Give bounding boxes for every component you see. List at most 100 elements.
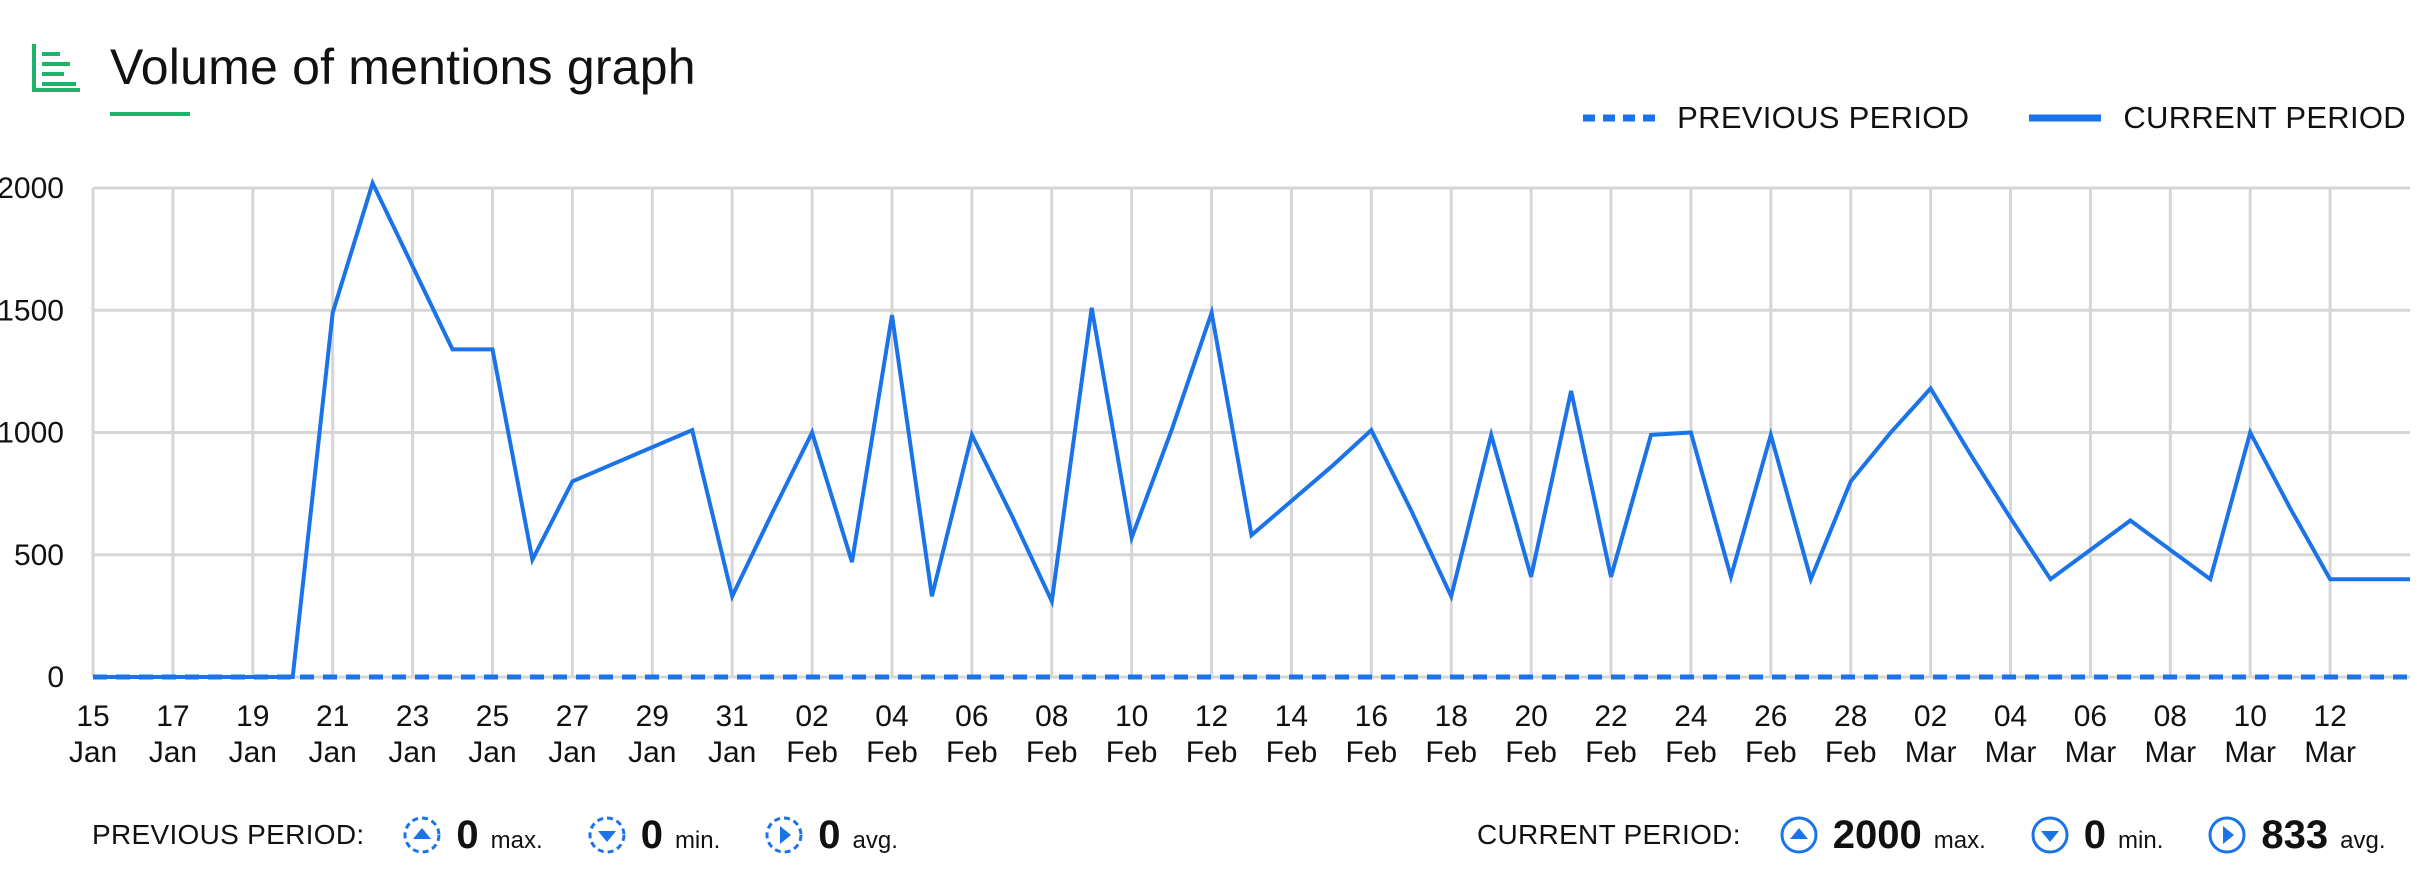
chart-legend: PREVIOUS PERIOD CURRENT PERIOD: [1523, 100, 2406, 136]
legend-current-period[interactable]: CURRENT PERIOD: [2029, 100, 2406, 136]
y-tick-label: 500: [14, 539, 64, 572]
x-tick-month: Feb: [1585, 736, 1637, 769]
x-tick-day: 08: [2154, 700, 2187, 733]
y-tick-label: 1500: [0, 294, 64, 327]
x-tick-month: Feb: [786, 736, 838, 769]
current-min-stat: 0 min.: [2030, 812, 2164, 858]
previous-min-value: 0: [640, 812, 663, 857]
x-tick-month: Feb: [1186, 736, 1238, 769]
x-tick-month: Jan: [229, 736, 277, 769]
current-max-value: 2000: [1832, 812, 1922, 857]
x-tick-day: 29: [636, 700, 669, 733]
x-tick-month: Mar: [2224, 736, 2276, 769]
x-tick-month: Mar: [2144, 736, 2196, 769]
x-tick-month: Feb: [1425, 736, 1477, 769]
previous-min-stat: 0 min.: [587, 812, 721, 858]
x-tick-day: 27: [556, 700, 589, 733]
line-chart: 050010001500200015Jan17Jan19Jan21Jan23Ja…: [0, 172, 2410, 769]
previous-avg-stat: 0 avg.: [764, 813, 898, 858]
previous-max-stat: 0 max.: [402, 812, 543, 858]
x-tick-month: Feb: [946, 736, 998, 769]
x-tick-day: 08: [1035, 700, 1068, 733]
x-tick-day: 16: [1355, 700, 1388, 733]
play-circle-icon: [2208, 816, 2246, 854]
legend-previous-period[interactable]: PREVIOUS PERIOD: [1583, 100, 1969, 136]
play-circle-icon: [765, 816, 803, 854]
x-tick-month: Mar: [2065, 736, 2117, 769]
x-tick-day: 12: [1195, 700, 1228, 733]
x-tick-day: 02: [1914, 700, 1947, 733]
previous-max-value: 0: [456, 812, 479, 857]
arrow-up-circle-icon: [403, 816, 441, 854]
previous-avg-unit: avg.: [852, 826, 898, 854]
x-tick-day: 04: [875, 700, 908, 733]
x-tick-month: Feb: [1106, 736, 1158, 769]
x-tick-month: Mar: [2304, 736, 2356, 769]
x-tick-day: 10: [2234, 700, 2267, 733]
x-tick-day: 06: [955, 700, 988, 733]
x-tick-month: Mar: [1905, 736, 1957, 769]
arrow-up-circle-icon: [1780, 816, 1818, 854]
x-tick-month: Feb: [1505, 736, 1557, 769]
x-tick-month: Feb: [1745, 736, 1797, 769]
arrow-down-circle-icon: [2031, 816, 2069, 854]
x-tick-day: 06: [2074, 700, 2107, 733]
previous-max-unit: max.: [490, 826, 543, 854]
x-tick-month: Jan: [708, 736, 756, 769]
x-tick-day: 22: [1594, 700, 1627, 733]
x-tick-month: Jan: [628, 736, 676, 769]
previous-stats-title: PREVIOUS PERIOD:: [92, 819, 365, 850]
current-stats-title: CURRENT PERIOD:: [1477, 819, 1741, 850]
x-tick-month: Jan: [69, 736, 117, 769]
x-tick-month: Jan: [309, 736, 357, 769]
previous-avg-value: 0: [818, 812, 841, 857]
x-tick-day: 31: [715, 700, 748, 733]
bar-list-icon: [32, 44, 80, 92]
x-tick-day: 28: [1834, 700, 1867, 733]
current-min-unit: min.: [2118, 826, 2164, 854]
x-tick-day: 25: [476, 700, 509, 733]
dashed-line-swatch: [1583, 114, 1656, 122]
x-tick-month: Jan: [149, 736, 197, 769]
x-tick-month: Jan: [388, 736, 436, 769]
x-tick-day: 21: [316, 700, 349, 733]
current-period-line: [93, 177, 2410, 679]
x-tick-day: 18: [1435, 700, 1468, 733]
current-max-stat: 2000 max.: [1779, 813, 1986, 858]
y-tick-label: 1000: [0, 417, 64, 450]
x-tick-day: 17: [156, 700, 189, 733]
x-tick-day: 15: [76, 700, 109, 733]
current-avg-stat: 833 avg.: [2207, 812, 2386, 858]
x-tick-month: Feb: [1345, 736, 1397, 769]
x-tick-day: 14: [1275, 700, 1308, 733]
solid-line-swatch: [2029, 114, 2102, 122]
current-avg-unit: avg.: [2340, 826, 2386, 854]
x-tick-month: Mar: [1985, 736, 2037, 769]
legend-previous-label: PREVIOUS PERIOD: [1677, 100, 1970, 135]
current-period-stats: CURRENT PERIOD: 2000 max. 0 min. 833 avg…: [1477, 800, 2386, 870]
legend-current-label: CURRENT PERIOD: [2123, 100, 2406, 135]
x-tick-day: 23: [396, 700, 429, 733]
previous-min-unit: min.: [674, 826, 721, 854]
chart-title: Volume of mentions graph: [110, 39, 696, 95]
current-min-value: 0: [2083, 812, 2107, 857]
x-tick-day: 10: [1115, 700, 1148, 733]
x-tick-month: Feb: [1825, 736, 1877, 769]
x-tick-day: 20: [1514, 700, 1547, 733]
stats-bar: PREVIOUS PERIOD: 0 max. 0 min. 0 avg.: [0, 800, 2428, 870]
title-underline: [110, 112, 190, 116]
x-tick-month: Jan: [548, 736, 596, 769]
arrow-down-circle-icon: [588, 816, 626, 854]
previous-period-stats: PREVIOUS PERIOD: 0 max. 0 min. 0 avg.: [92, 800, 942, 870]
y-tick-label: 0: [47, 661, 64, 694]
x-tick-day: 02: [795, 700, 828, 733]
current-avg-value: 833: [2261, 812, 2329, 857]
x-tick-day: 12: [2313, 700, 2346, 733]
x-tick-day: 24: [1674, 700, 1707, 733]
x-tick-month: Feb: [1665, 736, 1717, 769]
x-tick-day: 26: [1754, 700, 1787, 733]
x-tick-day: 04: [1994, 700, 2027, 733]
current-max-unit: max.: [1933, 826, 1986, 854]
x-tick-month: Feb: [1026, 736, 1078, 769]
x-tick-day: 19: [236, 700, 269, 733]
